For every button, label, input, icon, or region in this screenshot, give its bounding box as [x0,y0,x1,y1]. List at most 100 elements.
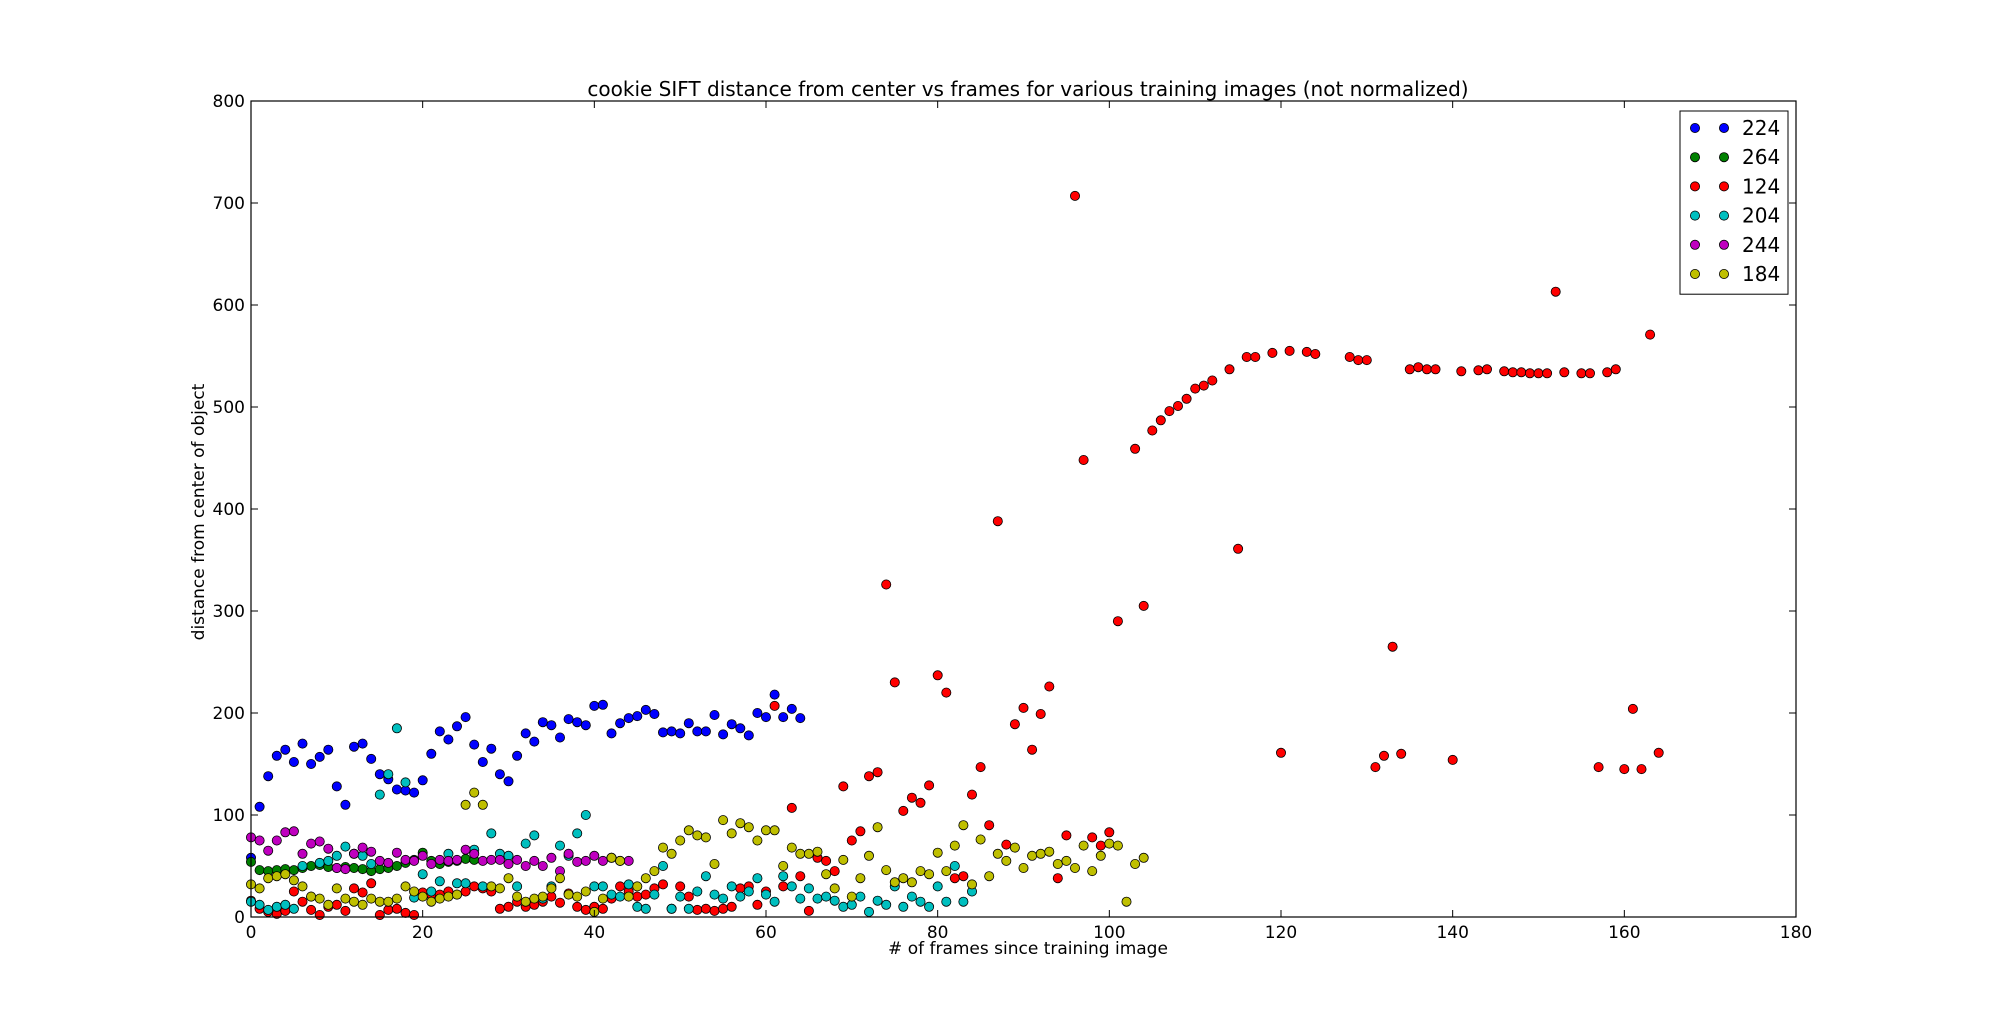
data-point [486,743,497,754]
x-tick-label: 180 [1780,923,1812,943]
data-point [254,835,265,846]
data-point [477,855,488,866]
data-point [306,759,317,770]
data-point [263,904,274,915]
data-point [314,857,325,868]
series-224 [245,689,806,863]
data-point [632,901,643,912]
data-point [357,864,368,875]
data-point [915,866,926,877]
data-point [306,891,317,902]
data-point [400,854,411,865]
legend-marker [1719,123,1730,134]
legend-item-244: 244 [1690,233,1780,257]
data-point [486,881,497,892]
data-point [1044,846,1055,857]
data-point [340,905,351,916]
data-point [486,828,497,839]
legend-item-264: 264 [1690,145,1780,169]
data-point [778,861,789,872]
data-point [1559,367,1570,378]
data-point [288,865,299,876]
data-point [1301,346,1312,357]
data-point [589,850,600,861]
data-point [580,904,591,915]
y-tick-label: 500 [213,398,245,418]
data-point [400,907,411,918]
data-point [348,741,359,752]
data-point [1524,368,1535,379]
data-point [572,891,583,902]
data-point [366,753,377,764]
data-point [555,840,566,851]
data-point [855,826,866,837]
data-point [889,877,900,888]
data-point [1001,855,1012,866]
data-point [340,841,351,852]
legend-marker [1690,152,1701,163]
data-point [469,848,480,859]
data-point [606,852,617,863]
data-point [821,855,832,866]
axes: 0 20 40 60 80 100 120 140 160 180 0 100 200 300 400 500… [213,92,1813,943]
data-point [726,901,737,912]
data-point [443,734,454,745]
data-point [1233,543,1244,554]
data-point [1207,375,1218,386]
data-point [280,744,291,755]
data-point [391,903,402,914]
data-point [795,713,806,724]
data-point [1542,368,1553,379]
data-point [1507,367,1518,378]
data-point [1147,425,1158,436]
data-point [314,893,325,904]
data-point [1104,838,1115,849]
data-point [752,899,763,910]
data-point [838,854,849,865]
data-point [700,726,711,737]
data-point [1379,750,1390,761]
data-point [855,891,866,902]
data-point [374,855,385,866]
data-point [529,830,540,841]
series-124 [245,190,1664,921]
data-point [735,818,746,829]
data-point [306,838,317,849]
data-point [597,881,608,892]
data-point [1456,366,1467,377]
data-point [872,895,883,906]
data-point [1061,855,1072,866]
data-point [1130,443,1141,454]
data-point [529,855,540,866]
data-point [829,895,840,906]
data-point [838,781,849,792]
data-point [778,871,789,882]
data-point [898,873,909,884]
data-point [864,850,875,861]
data-point [864,906,875,917]
data-point [383,857,394,868]
data-point [580,886,591,897]
y-tick-label: 400 [213,500,245,520]
data-point [263,771,274,782]
data-point [1370,762,1381,773]
data-point [924,780,935,791]
data-point [563,848,574,859]
data-point [821,869,832,880]
legend-item-204: 204 [1690,204,1780,228]
data-point [1241,351,1252,362]
data-point [932,847,943,858]
y-axis-label: distance from center of object [189,383,209,640]
data-point [1095,840,1106,851]
data-point [1413,362,1424,373]
data-point [949,873,960,884]
data-point [709,889,720,900]
legend-label: 184 [1742,262,1780,286]
data-point [906,792,917,803]
data-point [1344,351,1355,362]
data-point [451,878,462,889]
data-point [1224,364,1235,375]
series-244 [245,826,634,877]
data-point [709,905,720,916]
